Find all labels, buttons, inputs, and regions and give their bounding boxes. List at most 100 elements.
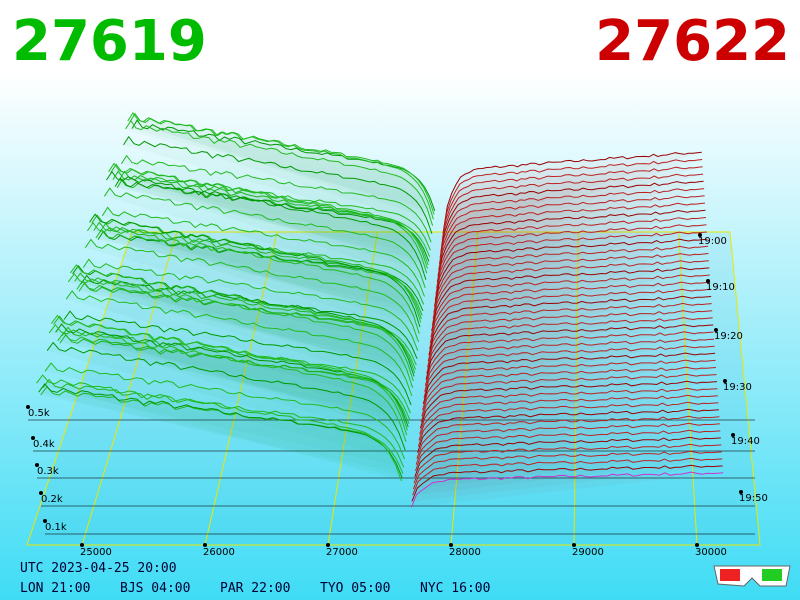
- ask-curve: [436, 217, 707, 289]
- ask-curve: [438, 188, 705, 264]
- ask-curve: [429, 281, 711, 344]
- bid-curve: [82, 258, 419, 351]
- time-tick: [739, 490, 743, 494]
- ask-curve: [441, 166, 703, 246]
- depth-tick: [31, 436, 35, 440]
- time-tick: [723, 379, 727, 383]
- red-lens: [720, 569, 740, 581]
- ask-curve: [423, 345, 715, 398]
- ask-curve: [442, 151, 702, 234]
- bid-curve: [55, 323, 409, 428]
- price-label: 27000: [326, 547, 358, 558]
- price-grid-line: [573, 231, 579, 546]
- bid-curve: [99, 222, 425, 305]
- bid-curve: [86, 221, 420, 334]
- ask-curve: [412, 450, 722, 490]
- depth-tick: [43, 519, 47, 523]
- ask-curve: [417, 408, 719, 453]
- price-tick: [326, 543, 330, 547]
- time-tick: [731, 433, 735, 437]
- time-tick: [706, 279, 710, 283]
- city-time: NYC 16:00: [420, 581, 490, 596]
- ask-curve: [415, 429, 721, 471]
- ask-curve: [418, 394, 718, 441]
- utc-time: UTC 2023-04-25 20:00: [20, 561, 177, 576]
- depth-label: 0.3k: [37, 466, 59, 477]
- city-time: LON 21:00: [20, 581, 90, 596]
- depth-label: 0.2k: [41, 494, 63, 505]
- time-label: 19:30: [723, 382, 752, 393]
- ask-curve: [434, 231, 707, 301]
- depth-label: 0.4k: [33, 439, 55, 450]
- ask-curve: [432, 253, 709, 319]
- price-grid-line: [81, 231, 178, 546]
- ask-curve: [428, 295, 712, 356]
- bid-curve: [36, 374, 402, 482]
- price-label: 30000: [695, 547, 727, 558]
- ask-curve: [413, 443, 722, 484]
- price-tick: [80, 543, 84, 547]
- time-label: 19:20: [714, 331, 743, 342]
- bid-curve: [46, 341, 406, 451]
- city-time: BJS 04:00: [120, 581, 190, 596]
- ask-curve: [425, 324, 714, 380]
- price-label: 25000: [80, 547, 112, 558]
- bid-curve: [118, 170, 431, 251]
- bid-curve: [48, 323, 407, 442]
- ask-curve: [431, 267, 710, 332]
- price-label: 29000: [572, 547, 604, 558]
- ask-curve: [414, 436, 721, 478]
- ask-curve: [427, 310, 713, 368]
- depth-tick: [35, 463, 39, 467]
- bid-curve: [123, 135, 433, 234]
- bid-curve: [50, 314, 408, 436]
- ask-curve: [439, 180, 704, 258]
- ask-curve: [424, 331, 714, 386]
- time-label: 19:40: [731, 436, 760, 447]
- bid-curve: [38, 383, 403, 478]
- bid-curve: [42, 378, 405, 468]
- plot: 25000 26000 27000 28000 29000 30000 0.5k 0.4k 0.…: [26, 112, 768, 558]
- ask-curve: [411, 464, 723, 502]
- price-tick: [572, 543, 576, 547]
- bid-curve: [57, 331, 410, 424]
- price-grid-line: [327, 231, 379, 546]
- ask-curve: [438, 195, 705, 271]
- ask-curve: [429, 288, 711, 350]
- time-tick: [698, 233, 702, 237]
- ask-curve: [440, 173, 704, 252]
- ask-curve: [419, 380, 718, 429]
- bid-curve: [125, 119, 434, 226]
- ask-curve: [424, 338, 715, 392]
- ask-price: 27622: [595, 9, 790, 74]
- ask-curve: [416, 415, 720, 459]
- bid-curve: [95, 228, 423, 316]
- ask-curve: [435, 224, 707, 295]
- price-grid-line: [450, 231, 479, 546]
- bid-curve: [106, 170, 427, 280]
- depth-tick: [26, 405, 30, 409]
- ask-curve: [419, 387, 718, 435]
- bid-curve: [127, 112, 434, 220]
- bid-curve: [63, 310, 412, 406]
- depth-label: 0.1k: [45, 522, 67, 533]
- ask-curve: [417, 401, 719, 447]
- ask-curve: [430, 274, 710, 338]
- bid-curve: [44, 362, 405, 460]
- time-tick: [714, 328, 718, 332]
- ask-curve: [421, 366, 717, 417]
- time-label: 19:10: [706, 282, 735, 293]
- bid-curve: [114, 177, 430, 262]
- depth-tick: [39, 491, 43, 495]
- bid-curve: [101, 206, 425, 297]
- bid-price: 27619: [12, 9, 207, 74]
- green-lens: [762, 569, 782, 581]
- ask-curve: [422, 352, 716, 405]
- city-time: TYO 05:00: [320, 581, 390, 596]
- price-tick: [449, 543, 453, 547]
- ask-curve: [436, 209, 706, 283]
- price-label: 28000: [449, 547, 481, 558]
- glasses-icon: [713, 565, 791, 587]
